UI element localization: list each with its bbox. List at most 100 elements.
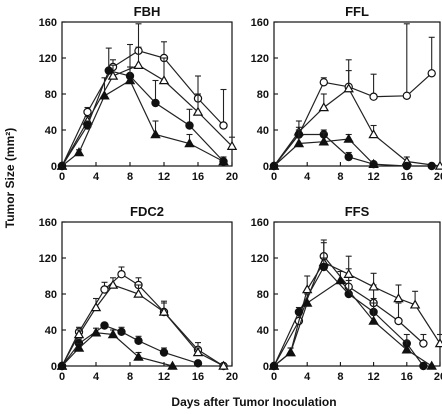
data-point (268, 360, 280, 370)
data-point (344, 152, 353, 162)
data-point (393, 293, 404, 303)
data-point (419, 339, 428, 348)
x-tick-label: 4 (93, 371, 100, 383)
data-point (185, 121, 194, 130)
data-point (90, 302, 102, 312)
data-point (368, 315, 379, 325)
data-point (343, 268, 354, 278)
x-tick-label: 0 (271, 371, 277, 383)
data-point (133, 288, 144, 298)
series-filled-triangle-fdc2 (56, 327, 178, 370)
data-point (56, 360, 68, 370)
x-tick-label: 16 (192, 371, 204, 383)
data-point (159, 348, 169, 357)
x-tick-label: 12 (158, 371, 170, 383)
x-tick-label: 8 (127, 371, 133, 383)
series-line (61, 273, 224, 367)
data-point (73, 342, 85, 352)
data-point (402, 91, 411, 101)
y-tick-label: 80 (45, 89, 57, 101)
y-tick-label: 80 (257, 289, 269, 301)
data-point (368, 281, 379, 291)
data-point (133, 59, 144, 69)
data-point (419, 361, 428, 371)
series-filled-triangle-ffl (268, 129, 379, 170)
y-tick-label: 160 (39, 17, 57, 29)
series-open-triangle-fbh (56, 46, 238, 170)
y-tick-label: 40 (45, 125, 57, 137)
data-point (434, 160, 442, 170)
x-tick-label: 20 (434, 171, 442, 183)
data-point (73, 147, 85, 157)
data-point (100, 321, 109, 330)
panel-ffs: FFS 0 40 80 120 160 0 4 8 12 16 20 (251, 204, 442, 383)
x-tick-label: 16 (401, 171, 413, 183)
data-point (285, 347, 296, 357)
x-tick-label: 12 (367, 371, 379, 383)
data-point (151, 98, 160, 108)
data-point (192, 106, 204, 116)
data-point (294, 307, 304, 317)
data-point (301, 297, 313, 307)
data-point (167, 360, 178, 370)
series-open-triangle-ffs (268, 239, 442, 370)
data-point (369, 92, 378, 101)
data-point (319, 262, 328, 272)
data-point (83, 107, 92, 117)
data-point (401, 344, 413, 354)
data-point (394, 316, 403, 326)
data-point (318, 102, 330, 112)
data-point (90, 327, 102, 337)
data-point (343, 83, 354, 93)
data-point (107, 70, 119, 80)
data-point (335, 275, 346, 285)
data-point (107, 279, 119, 289)
data-point (158, 75, 170, 85)
data-point (100, 285, 109, 294)
data-point (226, 140, 238, 150)
data-point (368, 129, 379, 139)
x-tick-label: 4 (304, 371, 311, 383)
x-tick-label: 8 (127, 171, 133, 183)
data-point (218, 360, 229, 370)
series-filled-triangle-ffs (268, 270, 437, 370)
y-tick-label: 120 (39, 53, 57, 65)
data-point (427, 69, 436, 78)
y-tick-label: 0 (51, 161, 57, 173)
data-point (192, 347, 204, 357)
x-tick-label: 8 (337, 171, 343, 183)
data-point (293, 138, 305, 148)
data-point (219, 121, 228, 130)
data-point (104, 66, 113, 75)
series-filled-triangle-fbh (56, 66, 229, 170)
x-tick-label: 20 (434, 371, 442, 383)
x-tick-label: 16 (401, 371, 413, 383)
y-tick-label: 120 (39, 253, 57, 265)
x-tick-label: 20 (226, 371, 238, 383)
series-open-triangle-ffl (268, 70, 442, 170)
data-point (99, 90, 110, 100)
panel-title-ffl: FFL (345, 4, 369, 19)
data-point (409, 299, 421, 309)
data-point (319, 78, 328, 87)
data-point (158, 306, 170, 316)
data-point (56, 160, 68, 170)
panel-title-ffs: FFS (345, 204, 370, 219)
y-tick-label: 80 (257, 89, 269, 101)
y-tick-label: 80 (45, 289, 57, 301)
series-line (61, 284, 224, 367)
data-point (193, 359, 203, 368)
data-point (133, 351, 144, 361)
y-tick-label: 40 (45, 325, 57, 337)
data-point (184, 138, 195, 148)
data-point (134, 336, 143, 345)
y-tick-label: 160 (251, 17, 269, 29)
x-tick-label: 8 (337, 371, 343, 383)
data-point (117, 270, 126, 279)
x-tick-label: 0 (271, 171, 277, 183)
data-point (434, 338, 442, 348)
data-point (318, 136, 330, 146)
series-open-triangle-fdc2 (56, 277, 229, 370)
x-tick-label: 12 (158, 171, 170, 183)
y-tick-label: 0 (263, 161, 269, 173)
